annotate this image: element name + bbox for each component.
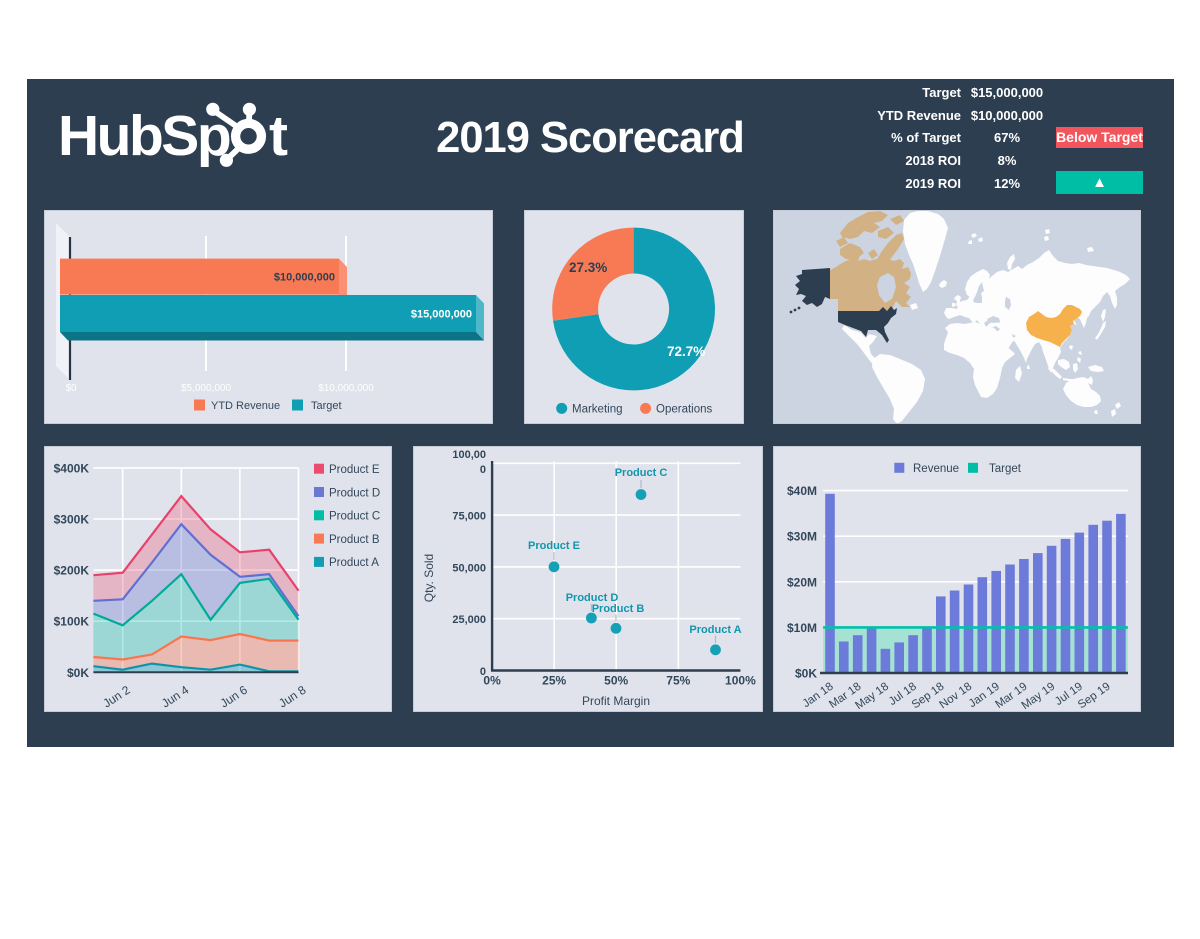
svg-text:$200K: $200K bbox=[54, 564, 90, 578]
svg-text:$0K: $0K bbox=[67, 666, 89, 680]
svg-text:Product C: Product C bbox=[329, 511, 380, 523]
svg-text:0: 0 bbox=[480, 464, 486, 476]
svg-text:Target: Target bbox=[989, 463, 1022, 475]
svg-text:$20M: $20M bbox=[787, 575, 817, 589]
svg-text:25%: 25% bbox=[542, 674, 566, 688]
svg-text:t: t bbox=[269, 104, 288, 168]
svg-text:YTD Revenue: YTD Revenue bbox=[211, 400, 280, 412]
svg-text:Product A: Product A bbox=[329, 557, 379, 569]
svg-text:Jun 4: Jun 4 bbox=[159, 683, 192, 711]
svg-text:$0K: $0K bbox=[795, 667, 817, 681]
svg-text:Sep 19: Sep 19 bbox=[1076, 681, 1113, 711]
svg-text:$15,000,000: $15,000,000 bbox=[411, 309, 472, 321]
svg-text:75%: 75% bbox=[666, 674, 690, 688]
svg-text:HubSp: HubSp bbox=[58, 104, 230, 168]
svg-text:75,000: 75,000 bbox=[452, 511, 486, 523]
svg-text:Product C: Product C bbox=[615, 467, 668, 479]
svg-text:$40M: $40M bbox=[787, 484, 817, 498]
svg-text:$100K: $100K bbox=[54, 615, 90, 629]
svg-text:Product B: Product B bbox=[329, 534, 380, 546]
svg-text:Marketing: Marketing bbox=[572, 404, 623, 416]
svg-text:$5,000,000: $5,000,000 bbox=[181, 383, 231, 394]
svg-text:$10M: $10M bbox=[787, 621, 817, 635]
svg-text:Product A: Product A bbox=[689, 624, 741, 636]
svg-text:Qty. Sold: Qty. Sold bbox=[422, 554, 436, 602]
svg-text:$300K: $300K bbox=[54, 513, 90, 527]
svg-text:Jun 8: Jun 8 bbox=[276, 683, 309, 711]
svg-text:100,00: 100,00 bbox=[452, 449, 486, 461]
svg-text:Nov 18: Nov 18 bbox=[937, 681, 974, 711]
svg-text:Jun 6: Jun 6 bbox=[218, 683, 251, 711]
svg-text:$400K: $400K bbox=[54, 461, 90, 475]
svg-text:Revenue: Revenue bbox=[913, 463, 959, 475]
svg-text:Product D: Product D bbox=[329, 487, 380, 499]
svg-text:$0: $0 bbox=[65, 383, 77, 394]
svg-text:0%: 0% bbox=[483, 674, 501, 688]
svg-text:100%: 100% bbox=[725, 674, 756, 688]
svg-text:Product D: Product D bbox=[566, 592, 619, 604]
svg-text:$10,000,000: $10,000,000 bbox=[318, 383, 374, 394]
svg-text:25,000: 25,000 bbox=[452, 614, 486, 626]
svg-text:$10,000,000: $10,000,000 bbox=[274, 272, 335, 284]
svg-text:50%: 50% bbox=[604, 674, 628, 688]
svg-text:50,000: 50,000 bbox=[452, 562, 486, 574]
svg-text:72.7%: 72.7% bbox=[667, 344, 705, 359]
svg-text:27.3%: 27.3% bbox=[569, 260, 607, 275]
svg-text:Profit Margin: Profit Margin bbox=[582, 694, 650, 708]
svg-text:$30M: $30M bbox=[787, 530, 817, 544]
svg-text:Operations: Operations bbox=[656, 404, 713, 416]
svg-text:Product E: Product E bbox=[329, 464, 380, 476]
svg-text:Target: Target bbox=[311, 400, 342, 412]
svg-text:Product B: Product B bbox=[592, 603, 645, 615]
svg-text:0: 0 bbox=[480, 666, 486, 678]
svg-text:Product E: Product E bbox=[528, 540, 580, 552]
svg-text:Jun 2: Jun 2 bbox=[100, 683, 133, 711]
